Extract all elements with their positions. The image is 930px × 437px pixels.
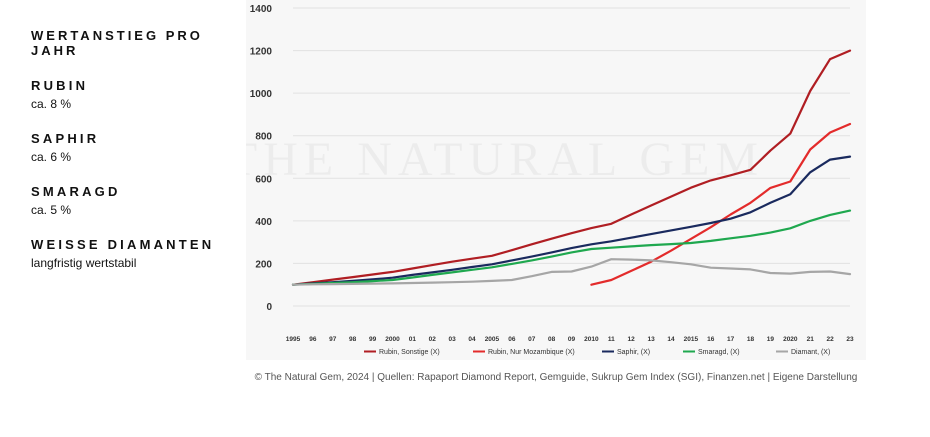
series-line: [291, 258, 852, 286]
x-tick-label: 22: [826, 336, 834, 343]
item-name: WEISSE DIAMANTEN: [31, 237, 215, 252]
item-value: ca. 8 %: [31, 97, 72, 111]
series-line: [291, 209, 852, 286]
item-value: ca. 6 %: [31, 150, 72, 164]
x-tick-label: 1995: [286, 336, 301, 343]
legend-label: Rubin, Sonstige (X): [379, 349, 440, 356]
x-tick-label: 21: [807, 336, 815, 343]
legend-label: Diamant, (X): [791, 349, 830, 356]
x-tick-label: 11: [608, 336, 615, 343]
y-tick-label: 400: [255, 217, 272, 228]
x-tick-label: 16: [707, 336, 715, 343]
item-value: ca. 5 %: [31, 203, 72, 217]
line-chart: THE NATURAL GEM 020040060080010001200140…: [246, 4, 854, 356]
x-tick-label: 12: [628, 336, 636, 343]
x-tick-label: 06: [508, 336, 516, 343]
item-name: RUBIN: [31, 78, 89, 93]
watermark: THE NATURAL GEM: [246, 133, 764, 186]
x-tick-label: 2020: [783, 336, 798, 343]
sidebar-heading: WERTANSTIEG PRO JAHR: [31, 28, 203, 58]
y-tick-label: 200: [255, 259, 272, 270]
legend-label: Saphir, (X): [617, 349, 650, 356]
y-tick-label: 1400: [250, 4, 273, 15]
x-tick-label: 2005: [485, 336, 500, 343]
x-tick-label: 2010: [584, 336, 599, 343]
x-tick-label: 03: [449, 336, 457, 343]
x-tick-label: 01: [409, 336, 417, 343]
item-name: SMARAGD: [31, 184, 121, 199]
x-tick-label: 2015: [684, 336, 699, 343]
y-tick-label: 600: [255, 174, 272, 185]
item-name: SAPHIR: [31, 131, 100, 146]
legend-label: Rubin, Nur Mozambique (X): [488, 349, 575, 356]
sidebar-item-saphir: SAPHIR ca. 6 %: [31, 131, 246, 164]
x-tick-label: 96: [309, 336, 317, 343]
x-tick-label: 17: [727, 336, 735, 343]
x-tick-label: 98: [349, 336, 357, 343]
legend-label: Smaragd, (X): [698, 349, 740, 356]
series-line: [291, 155, 852, 286]
y-tick-label: 1200: [250, 47, 273, 58]
sidebar: WERTANSTIEG PRO JAHR RUBIN ca. 8 % SAPHI…: [31, 28, 246, 290]
chart-background: [246, 0, 866, 360]
x-tick-label: 02: [429, 336, 437, 343]
x-tick-label: 14: [667, 336, 675, 343]
x-tick-label: 04: [468, 336, 476, 343]
x-tick-label: 2000: [385, 336, 400, 343]
x-tick-label: 97: [329, 336, 337, 343]
x-tick-label: 23: [846, 336, 854, 343]
x-tick-label: 13: [647, 336, 655, 343]
y-tick-label: 0: [266, 302, 272, 313]
y-tick-label: 1000: [250, 89, 273, 100]
item-value: langfristig wertstabil: [31, 256, 137, 270]
x-tick-label: 19: [767, 336, 775, 343]
x-tick-label: 99: [369, 336, 377, 343]
x-tick-label: 18: [747, 336, 755, 343]
series-line: [291, 49, 852, 286]
sidebar-item-diamanten: WEISSE DIAMANTEN langfristig wertstabil: [31, 237, 246, 270]
x-tick-label: 08: [548, 336, 556, 343]
source-note: © The Natural Gem, 2024 | Quellen: Rapap…: [254, 372, 858, 383]
sidebar-item-rubin: RUBIN ca. 8 %: [31, 78, 246, 111]
x-tick-label: 07: [528, 336, 536, 343]
x-tick-label: 09: [568, 336, 576, 343]
sidebar-item-smaragd: SMARAGD ca. 5 %: [31, 184, 246, 217]
y-tick-label: 800: [255, 132, 272, 143]
